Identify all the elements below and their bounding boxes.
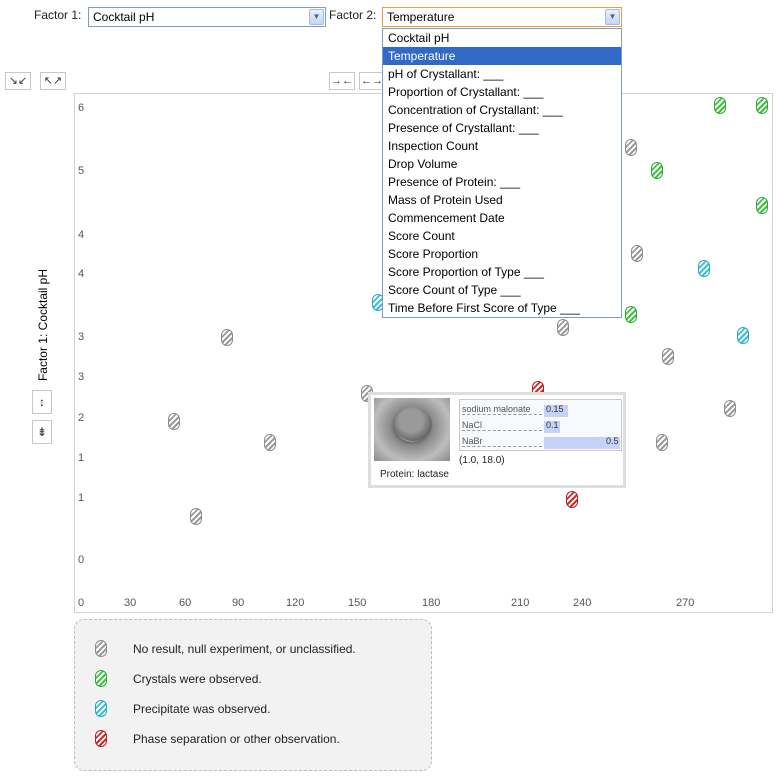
y-tick: 1	[78, 452, 85, 464]
dropdown-option[interactable]: pH of Crystallant: ___	[388, 67, 504, 81]
component-value: 0.1	[546, 420, 559, 430]
factor2-value: Temperature	[387, 10, 455, 24]
x-tick: 180	[422, 597, 441, 609]
component-value: 0.5	[606, 436, 619, 446]
component-name: NaCl	[462, 420, 542, 431]
y-tick: 3	[78, 371, 85, 383]
dropdown-option[interactable]: Score Count	[388, 229, 455, 243]
y-tick: 1	[78, 492, 85, 504]
legend-text: Precipitate was observed.	[133, 702, 271, 716]
shrink-y-button[interactable]: ⇟	[32, 420, 52, 444]
null-marker[interactable]	[557, 319, 569, 336]
experiment-tooltip: sodium malonate 0.15 NaCl 0.1 NaBr 0.5 (…	[368, 392, 626, 488]
x-tick: 60	[179, 597, 192, 609]
precipitate-marker[interactable]	[737, 327, 749, 344]
phase-marker[interactable]	[566, 491, 578, 508]
factor2-label: Factor 2:	[329, 8, 377, 22]
y-tick: 0	[78, 554, 85, 566]
precipitate-marker[interactable]	[698, 260, 710, 277]
null-legend-icon	[95, 640, 107, 657]
component-name: NaBr	[462, 436, 542, 447]
null-marker[interactable]	[190, 508, 202, 525]
y-tick: 4	[78, 268, 85, 280]
x-tick: 240	[573, 597, 592, 609]
dropdown-option[interactable]: Commencement Date	[388, 211, 505, 225]
legend-text: Crystals were observed.	[133, 672, 262, 686]
dropdown-option[interactable]: Drop Volume	[388, 157, 458, 171]
dropdown-option[interactable]: Presence of Protein: ___	[388, 175, 521, 189]
null-marker[interactable]	[264, 434, 276, 451]
dropdown-option[interactable]: Time Before First Score of Type ___	[388, 301, 581, 315]
composition-row: sodium malonate 0.15	[460, 404, 621, 419]
null-marker[interactable]	[625, 139, 637, 156]
component-bar	[544, 421, 560, 433]
dropdown-option[interactable]: Score Proportion	[388, 247, 479, 261]
dropdown-option[interactable]: Concentration of Crystallant: ___	[388, 103, 563, 117]
tooltip-coords: (1.0, 18.0)	[459, 455, 505, 466]
legend: No result, null experiment, or unclassif…	[74, 619, 432, 771]
crystal-marker[interactable]	[756, 97, 768, 114]
phase-legend-icon	[95, 730, 107, 747]
crystal-marker[interactable]	[625, 306, 637, 323]
x-tick: 90	[232, 597, 245, 609]
dropdown-option[interactable]: Inspection Count	[388, 139, 479, 153]
factor1-select[interactable]: Cocktail pH ▼	[88, 7, 326, 27]
factor2-select[interactable]: Temperature ▼	[382, 7, 622, 27]
null-marker[interactable]	[724, 400, 736, 417]
null-marker[interactable]	[656, 434, 668, 451]
factor1-label: Factor 1:	[34, 8, 82, 22]
null-marker[interactable]	[631, 245, 643, 262]
shrink-x-button[interactable]: →←	[329, 72, 355, 90]
y-tick: 6	[78, 102, 85, 114]
shrink-both-button[interactable]: ↘↙	[5, 72, 31, 90]
crystal-legend-icon	[95, 670, 107, 687]
composition-row: NaBr 0.5	[460, 436, 621, 451]
factor1-value: Cocktail pH	[93, 10, 155, 24]
y-tick: 4	[78, 229, 85, 241]
legend-text: Phase separation or other observation.	[133, 732, 340, 746]
legend-text: No result, null experiment, or unclassif…	[133, 642, 356, 656]
composition-row: NaCl 0.1	[460, 420, 621, 435]
y-tick: 3	[78, 331, 85, 343]
chevron-down-icon[interactable]: ▼	[605, 9, 620, 25]
null-marker[interactable]	[221, 329, 233, 346]
drop-image	[374, 398, 450, 461]
component-bar	[544, 405, 568, 417]
component-bar	[544, 437, 620, 449]
dropdown-option[interactable]: Score Proportion of Type ___	[388, 265, 544, 279]
component-value: 0.15	[546, 404, 564, 414]
crystal-marker[interactable]	[651, 162, 663, 179]
dropdown-option[interactable]: Mass of Protein Used	[388, 193, 503, 207]
dropdown-option[interactable]: Cocktail pH	[388, 31, 450, 45]
component-name: sodium malonate	[462, 404, 542, 415]
dropdown-option[interactable]: Proportion of Crystallant: ___	[388, 85, 544, 99]
crystal-marker[interactable]	[756, 197, 768, 214]
crystal-marker[interactable]	[714, 97, 726, 114]
expand-both-button[interactable]: ↖↗	[40, 72, 66, 90]
x-tick: 210	[511, 597, 530, 609]
dropdown-option[interactable]: Score Count of Type ___	[388, 283, 521, 297]
dropdown-option-selected[interactable]: Temperature	[383, 47, 621, 65]
y-axis-label: Factor 1: Cocktail pH	[36, 268, 50, 382]
x-tick: 30	[124, 597, 137, 609]
x-tick: 150	[348, 597, 367, 609]
y-tick: 2	[78, 412, 85, 424]
chevron-down-icon[interactable]: ▼	[309, 9, 324, 25]
x-tick: 0	[78, 597, 85, 609]
tooltip-protein: Protein: lactase	[380, 469, 449, 480]
x-tick: 120	[286, 597, 305, 609]
null-marker[interactable]	[168, 413, 180, 430]
factor2-dropdown-list[interactable]: Cocktail pH Temperature pH of Crystallan…	[382, 28, 622, 318]
y-tick: 5	[78, 165, 85, 177]
expand-y-button[interactable]: ↕	[32, 390, 52, 414]
precipitate-legend-icon	[95, 700, 107, 717]
cocktail-composition-table: sodium malonate 0.15 NaCl 0.1 NaBr 0.5	[459, 399, 622, 451]
null-marker[interactable]	[662, 348, 674, 365]
dropdown-option[interactable]: Presence of Crystallant: ___	[388, 121, 539, 135]
x-tick: 270	[676, 597, 695, 609]
